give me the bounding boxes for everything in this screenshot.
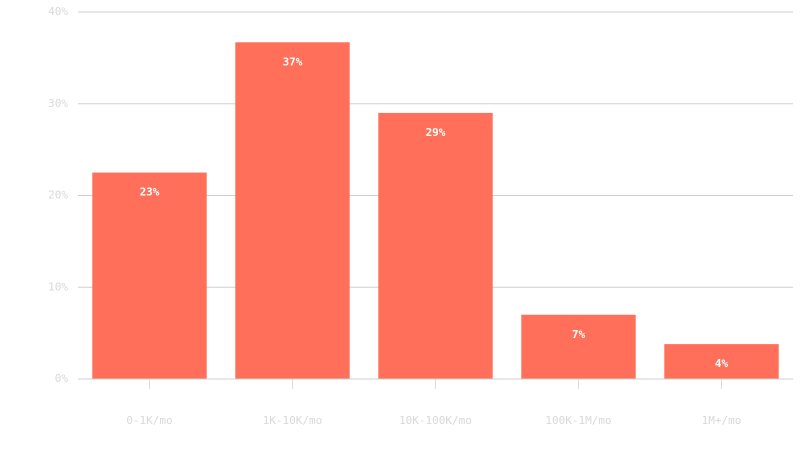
y-tick-label: 20% [48, 189, 68, 202]
bar [378, 112, 493, 380]
y-tick-label: 10% [48, 280, 68, 293]
bar [521, 314, 636, 379]
data-label: 23% [140, 186, 160, 199]
data-label: 4% [715, 357, 729, 370]
y-tick-label: 0% [55, 372, 69, 385]
data-label: 7% [572, 328, 586, 341]
data-label: 29% [426, 126, 446, 139]
x-tick-label: 0-1K/mo [126, 414, 172, 427]
x-tick-label: 1K-10K/mo [263, 414, 323, 427]
bar [92, 172, 207, 379]
bar [235, 42, 350, 380]
x-tick-label: 100K-1M/mo [545, 414, 611, 427]
data-label: 37% [283, 55, 303, 68]
bar [664, 344, 779, 379]
x-tick-label: 10K-100K/mo [399, 414, 472, 427]
y-tick-label: 40% [48, 5, 68, 18]
y-tick-label: 30% [48, 97, 68, 110]
x-tick-label: 1M+/mo [702, 414, 742, 427]
